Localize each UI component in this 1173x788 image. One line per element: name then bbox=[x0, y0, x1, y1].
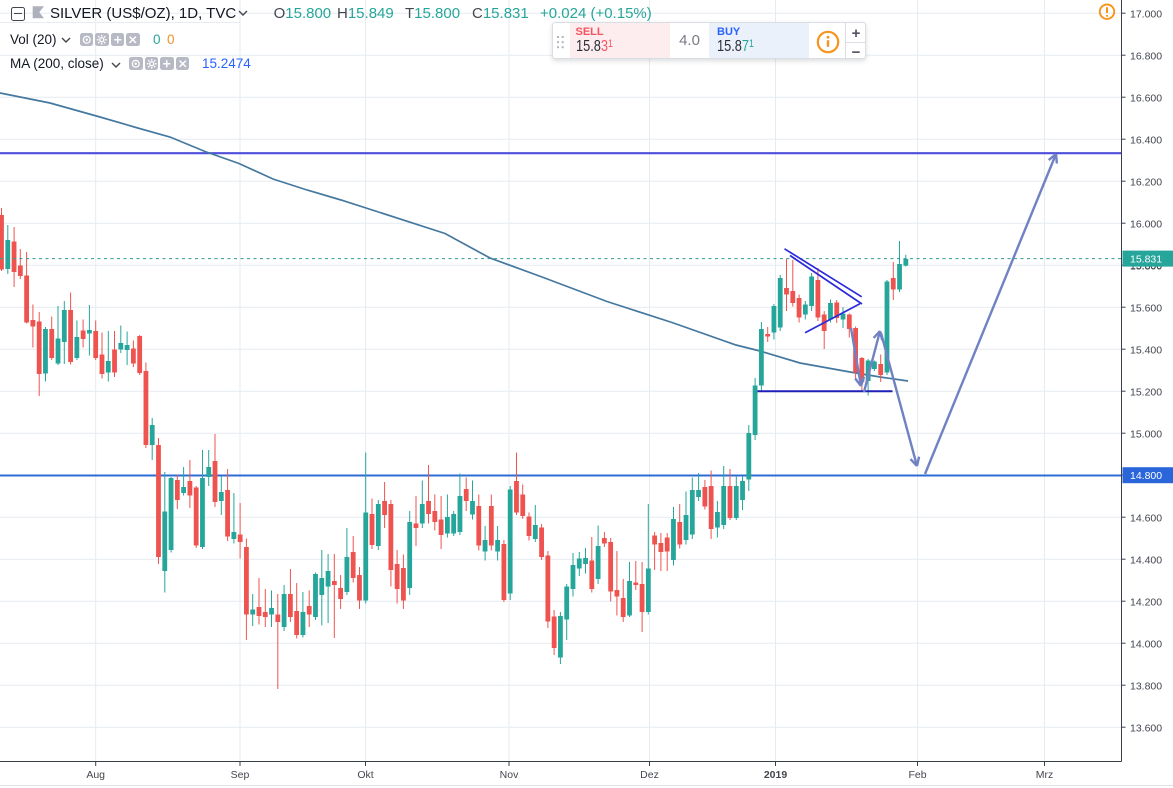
svg-text:Aug: Aug bbox=[86, 769, 105, 781]
svg-text:Feb: Feb bbox=[908, 769, 926, 781]
svg-text:17.000: 17.000 bbox=[1130, 8, 1162, 20]
svg-text:16.400: 16.400 bbox=[1130, 134, 1162, 146]
svg-text:16.800: 16.800 bbox=[1130, 50, 1162, 62]
svg-text:Okt: Okt bbox=[357, 769, 373, 781]
svg-text:14.400: 14.400 bbox=[1130, 554, 1162, 566]
svg-text:Dez: Dez bbox=[640, 769, 659, 781]
svg-text:Sep: Sep bbox=[231, 769, 250, 781]
svg-text:16.000: 16.000 bbox=[1130, 218, 1162, 230]
svg-text:16.600: 16.600 bbox=[1130, 92, 1162, 104]
svg-text:15.200: 15.200 bbox=[1130, 386, 1162, 398]
svg-text:16.200: 16.200 bbox=[1130, 176, 1162, 188]
svg-text:15.400: 15.400 bbox=[1130, 344, 1162, 356]
svg-text:15.600: 15.600 bbox=[1130, 302, 1162, 314]
svg-text:13.800: 13.800 bbox=[1130, 680, 1162, 692]
svg-text:2019: 2019 bbox=[764, 769, 788, 781]
svg-text:14.000: 14.000 bbox=[1130, 638, 1162, 650]
svg-text:Mrz: Mrz bbox=[1036, 769, 1054, 781]
svg-text:13.600: 13.600 bbox=[1130, 722, 1162, 734]
svg-text:14.800: 14.800 bbox=[1130, 470, 1162, 482]
svg-text:Nov: Nov bbox=[500, 769, 519, 781]
svg-text:14.200: 14.200 bbox=[1130, 596, 1162, 608]
svg-text:14.600: 14.600 bbox=[1130, 512, 1162, 524]
svg-text:15.000: 15.000 bbox=[1130, 428, 1162, 440]
svg-text:15.831: 15.831 bbox=[1130, 254, 1162, 266]
